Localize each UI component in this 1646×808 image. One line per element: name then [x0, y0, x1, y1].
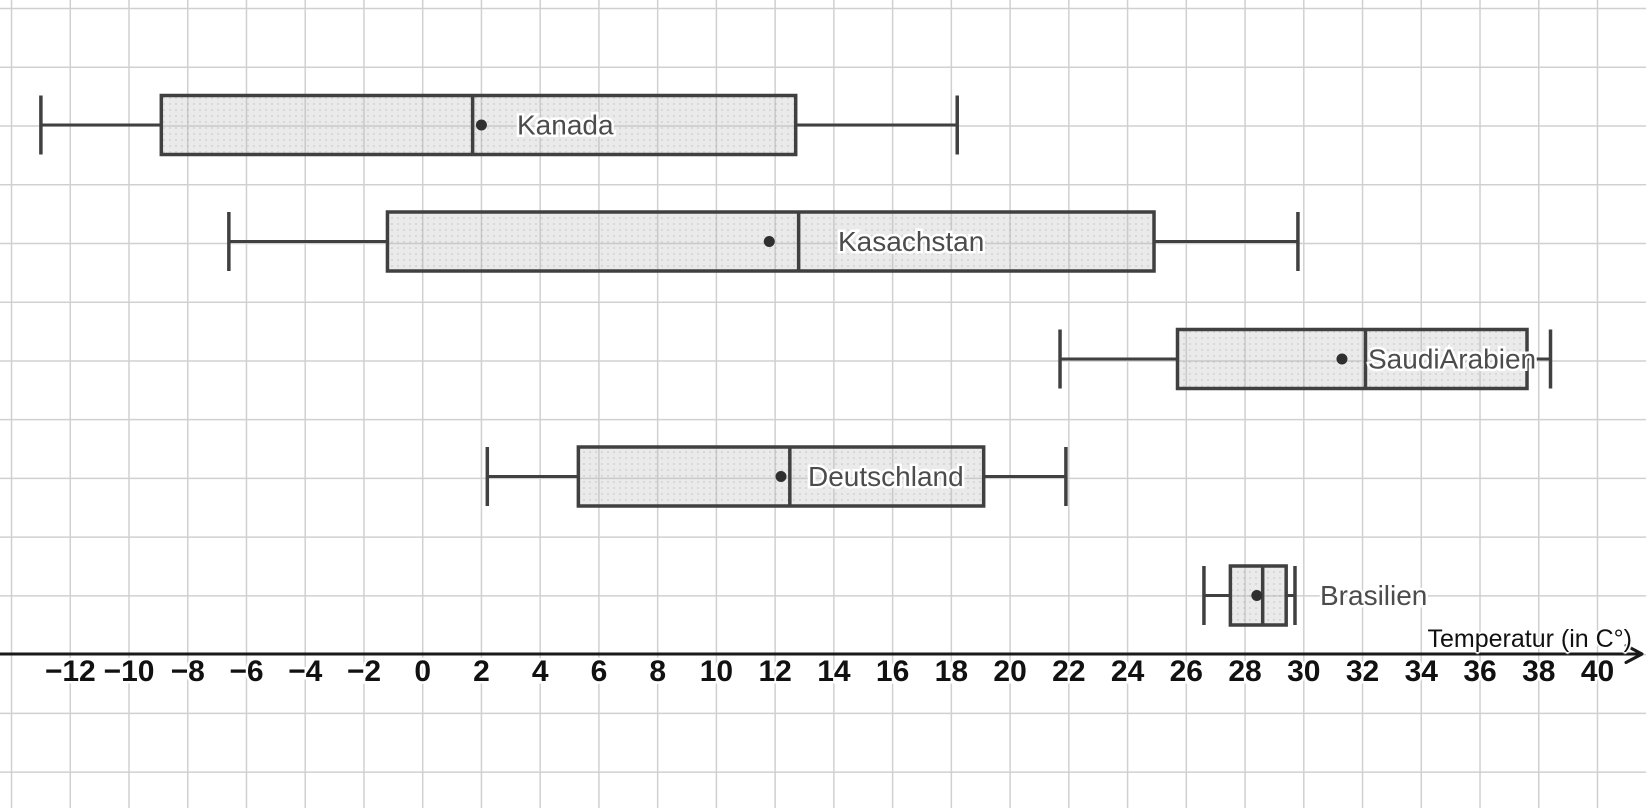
boxplot-deutschland: Deutschland	[485, 445, 1068, 508]
axis-tick-label: 30	[1287, 655, 1320, 688]
axis-tick-label: 2	[473, 655, 490, 688]
mean-dot	[763, 236, 775, 247]
axis-tick-label: 0	[414, 655, 431, 688]
boxplot-kasachstan: Kasachstan	[227, 210, 1300, 273]
axis-tick-label: 22	[1052, 655, 1085, 688]
axis-tick-label: 34	[1405, 655, 1439, 688]
axis-tick-label: −6	[229, 655, 263, 688]
axis-tick-label: 28	[1228, 655, 1261, 688]
mean-dot	[1336, 353, 1348, 365]
axis-tick-label: 40	[1581, 655, 1614, 688]
axis-tick-label: −12	[45, 655, 96, 688]
series-label: Deutschland	[808, 461, 964, 492]
x-axis-arrow-icon	[1624, 644, 1644, 664]
axis-tick-label: 16	[876, 655, 909, 688]
iqr-box	[1175, 327, 1529, 391]
axis-tick-label: 6	[591, 655, 608, 688]
axis-tick-label: 38	[1522, 655, 1555, 688]
mean-dot	[475, 119, 487, 131]
axis-tick-label: 10	[700, 655, 733, 688]
boxplot-saudiarabien: SaudiArabien	[1058, 327, 1553, 391]
boxplot-brasilien: Brasilien	[1202, 564, 1430, 627]
axis-tick-label: 4	[532, 655, 549, 688]
series-label: SaudiArabien	[1368, 344, 1536, 375]
boxplot-kanada: Kanada	[39, 93, 959, 157]
axis-tick-label: −8	[171, 655, 205, 688]
axis-tick-label: 14	[817, 655, 851, 688]
x-axis-title: Temperatur (in C°)	[1427, 625, 1633, 653]
axis-tick-label: 24	[1111, 655, 1145, 688]
x-axis: −12 −10 −8 −6 −4 −2 0 2 4 6 8 10 12 14 16 18 20 22 24 26 28 3…	[0, 644, 1644, 691]
axis-tick-label: 8	[649, 655, 666, 688]
mean-dot	[775, 471, 787, 482]
mean-dot	[1251, 590, 1263, 601]
series-label: Brasilien	[1320, 580, 1427, 611]
axis-tick-label: 36	[1463, 655, 1496, 688]
axis-tick-label: 20	[993, 655, 1026, 688]
axis-tick-label: −2	[347, 655, 381, 688]
series-label: Kasachstan	[838, 226, 984, 257]
axis-tick-label: −4	[288, 655, 323, 688]
axis-tick-label: 12	[758, 655, 791, 688]
series-label: Kanada	[517, 110, 614, 141]
axis-tick-label: 26	[1170, 655, 1203, 688]
axis-tick-label: 18	[935, 655, 968, 688]
axis-tick-label: 32	[1346, 655, 1379, 688]
axis-tick-label: −10	[104, 655, 155, 688]
